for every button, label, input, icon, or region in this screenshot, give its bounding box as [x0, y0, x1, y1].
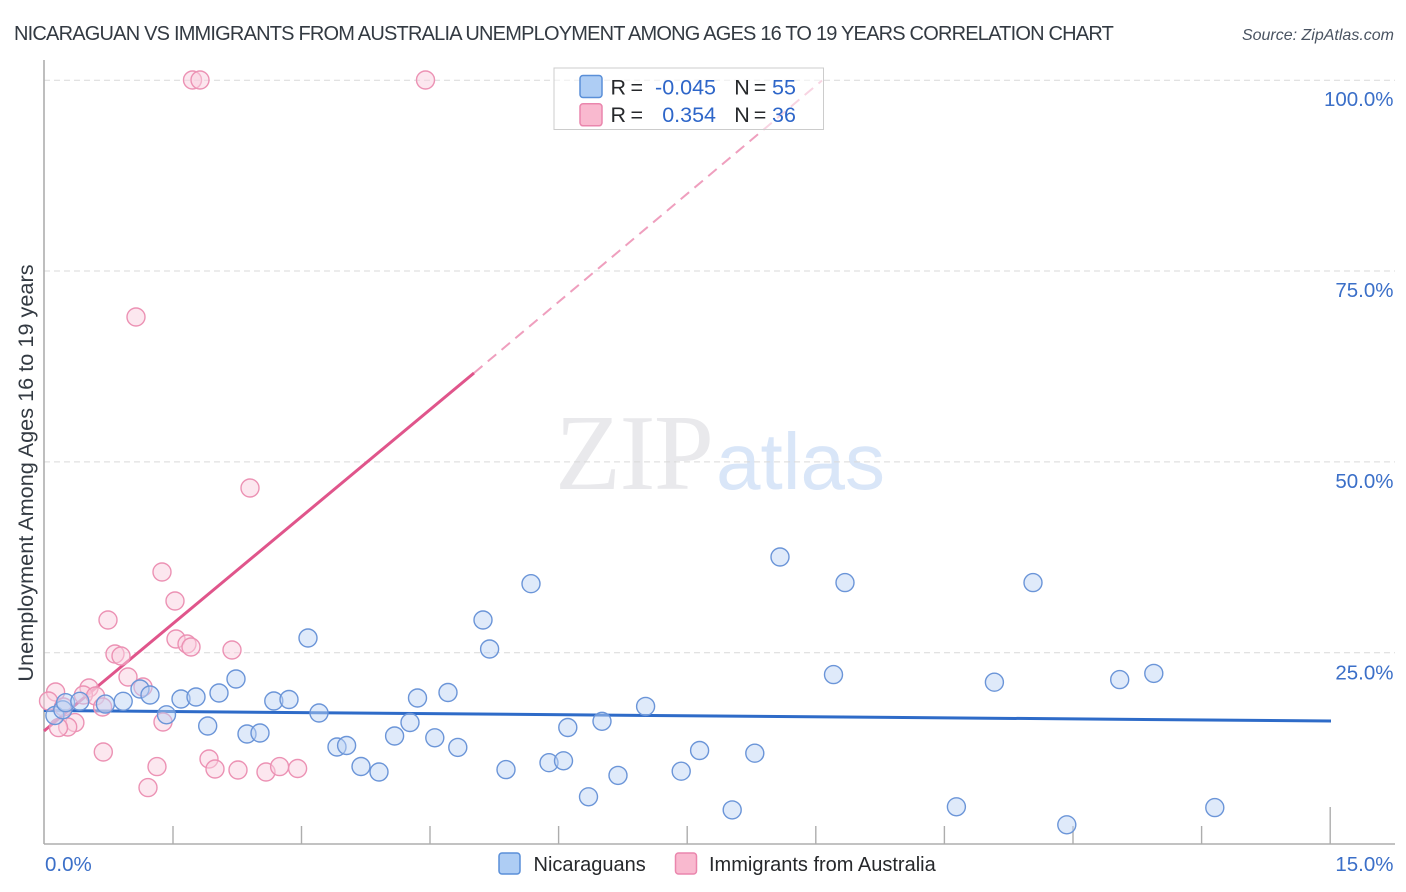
svg-text:75.0%: 75.0% [1335, 279, 1393, 302]
svg-text:R: R [611, 103, 627, 127]
svg-text:Nicaraguans: Nicaraguans [534, 854, 646, 876]
svg-text:=: = [631, 103, 644, 127]
svg-text:50.0%: 50.0% [1335, 470, 1393, 493]
svg-text:R: R [611, 76, 627, 100]
svg-text:0.354: 0.354 [662, 103, 716, 127]
svg-text:15.0%: 15.0% [1335, 853, 1393, 876]
svg-text:ZIP: ZIP [555, 394, 713, 513]
svg-text:N: N [734, 76, 750, 100]
svg-text:-0.045: -0.045 [655, 76, 716, 100]
svg-text:NICARAGUAN VS IMMIGRANTS FROM: NICARAGUAN VS IMMIGRANTS FROM AUSTRALIA … [14, 23, 1114, 45]
svg-text:N: N [734, 103, 750, 127]
svg-text:36: 36 [772, 103, 796, 127]
svg-text:25.0%: 25.0% [1335, 662, 1393, 685]
svg-text:100.0%: 100.0% [1324, 88, 1394, 111]
svg-text:Unemployment Among Ages 16 to: Unemployment Among Ages 16 to 19 years [13, 264, 38, 681]
svg-text:Immigrants from Australia: Immigrants from Australia [709, 854, 937, 876]
svg-text:=: = [631, 76, 644, 100]
svg-text:55: 55 [772, 76, 796, 100]
svg-text:=: = [754, 76, 767, 100]
svg-text:Source: ZipAtlas.com: Source: ZipAtlas.com [1242, 27, 1394, 44]
svg-text:0.0%: 0.0% [45, 853, 92, 876]
svg-text:=: = [754, 103, 767, 127]
